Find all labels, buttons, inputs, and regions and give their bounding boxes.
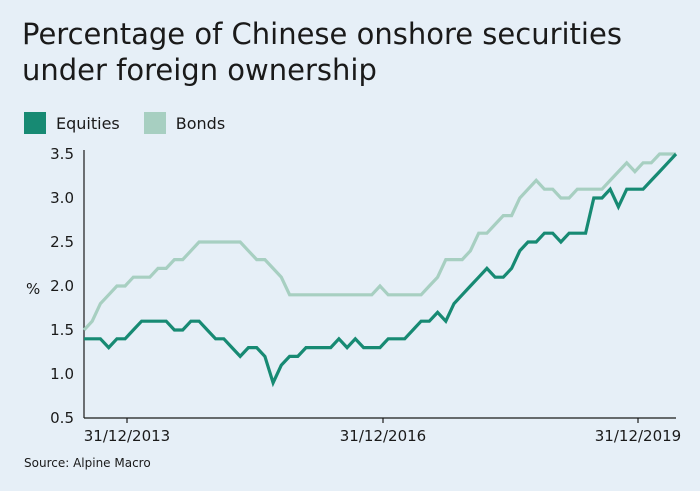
x-tick-label-2: 31/12/2019 <box>595 427 681 445</box>
y-tick-label-0: 3.5 <box>50 145 74 163</box>
legend: Equities Bonds <box>24 112 249 134</box>
legend-label-equities: Equities <box>56 113 120 133</box>
legend-swatch-bonds <box>143 112 166 134</box>
x-tick-label-1: 31/12/2016 <box>340 427 426 445</box>
chart-title: Percentage of Chinese onshore securities… <box>22 17 622 87</box>
series-line-equities <box>84 152 678 388</box>
y-tick-label-2: 2.5 <box>50 233 74 251</box>
series-line-bonds <box>82 152 676 332</box>
y-tick-label-1: 3.0 <box>50 189 74 207</box>
source-note: Source: Alpine Macro <box>24 456 151 470</box>
y-axis-label: % <box>26 280 41 298</box>
legend-item-equities: Equities <box>24 112 120 134</box>
y-tick-label-3: 2.0 <box>50 277 74 295</box>
x-tick-label-0: 31/12/2013 <box>84 427 170 445</box>
legend-item-bonds: Bonds <box>143 112 226 134</box>
y-tick-label-6: 0.5 <box>50 409 74 427</box>
y-tick-label-4: 1.5 <box>50 321 74 339</box>
legend-label-bonds: Bonds <box>175 113 226 133</box>
y-tick-label-5: 1.0 <box>50 365 74 383</box>
legend-swatch-equities <box>24 112 46 134</box>
